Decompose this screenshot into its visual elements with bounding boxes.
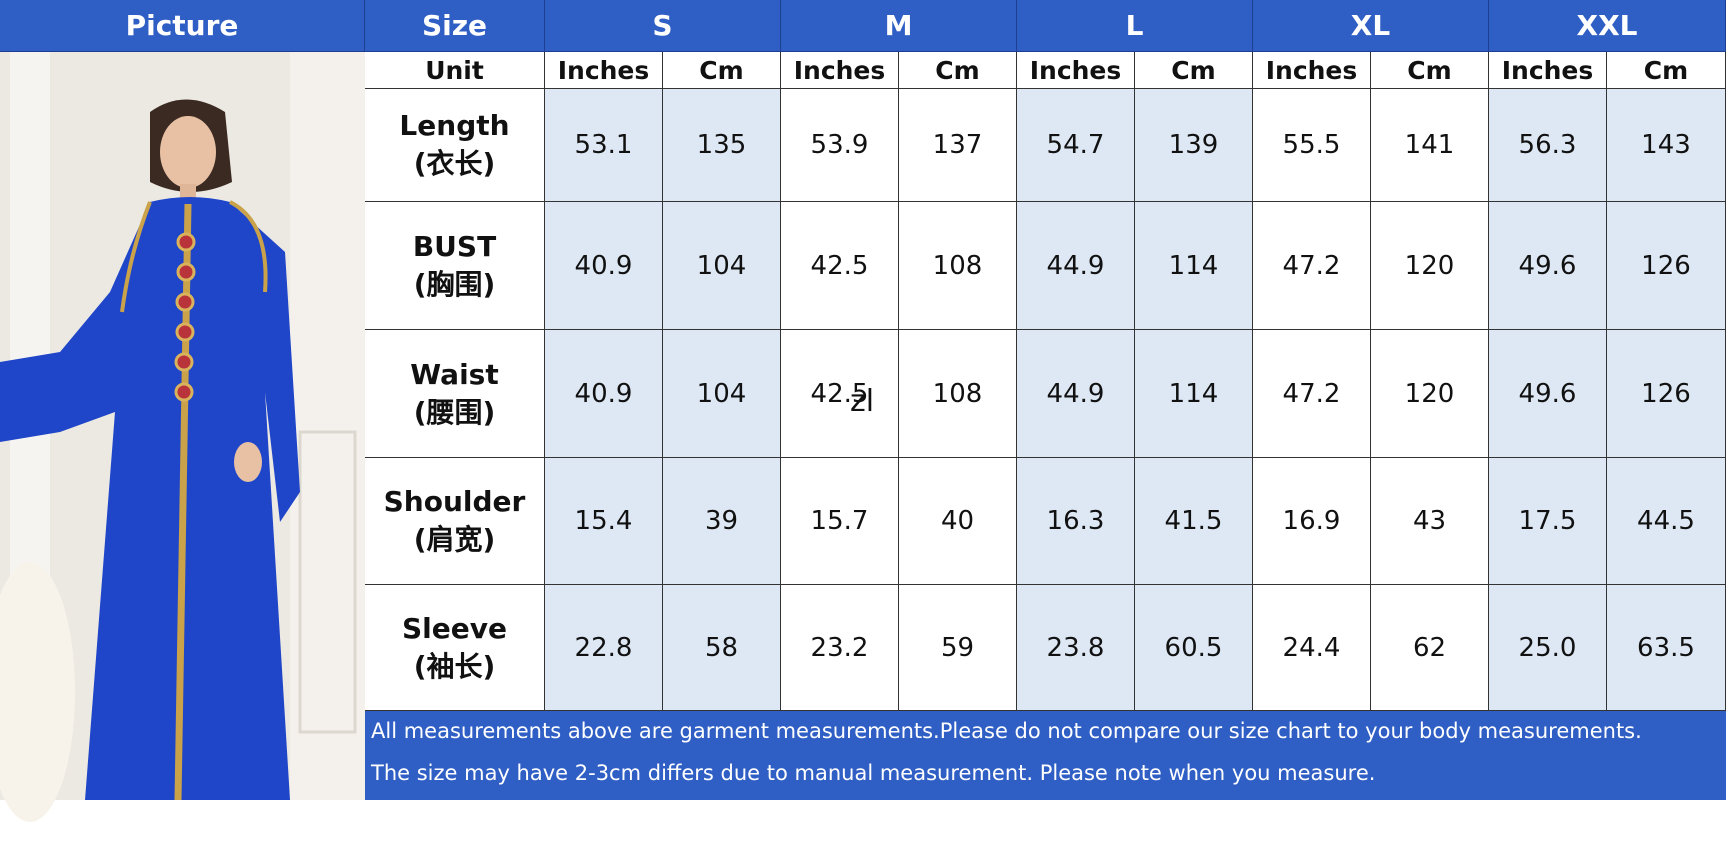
row-label-text: Shoulder	[383, 485, 526, 519]
header-cell: Size	[365, 0, 545, 52]
value-cell: 108	[899, 330, 1017, 458]
value-cell: 55.5	[1253, 89, 1371, 202]
value-cell: 40	[899, 458, 1017, 585]
value-cell: 58	[663, 585, 781, 711]
row-label-text: BUST	[412, 229, 497, 263]
unit-cell: Cm	[1607, 52, 1726, 89]
product-picture	[0, 52, 365, 822]
size-header: XXL	[1489, 0, 1726, 52]
value-cell: 59	[899, 585, 1017, 711]
row-label-text: Waist	[410, 357, 499, 391]
size-header: S	[545, 0, 781, 52]
unit-cell: Cm	[663, 52, 781, 89]
value-cell: 15.7	[781, 458, 899, 585]
value-cell: 47.2	[1253, 330, 1371, 458]
value-cell: 40.9	[545, 330, 663, 458]
unit-cell: Cm	[1135, 52, 1253, 89]
value-cell: 49.6	[1489, 202, 1607, 330]
value-cell: 44.9	[1017, 330, 1135, 458]
value-cell: 126	[1607, 330, 1726, 458]
unit-cell: Cm	[899, 52, 1017, 89]
header-cell: Picture	[0, 0, 365, 52]
value-cell: 39	[663, 458, 781, 585]
value-cell: 47.2	[1253, 202, 1371, 330]
unit-label: Unit	[365, 52, 545, 89]
value-cell: 44.9	[1017, 202, 1135, 330]
value-cell: 137	[899, 89, 1017, 202]
row-label-text: Sleeve	[402, 611, 507, 645]
value-cell: 24.4	[1253, 585, 1371, 711]
value-cell: 41.5	[1135, 458, 1253, 585]
value-cell: 62	[1371, 585, 1489, 711]
row-label-text: (胸围)	[413, 267, 496, 301]
value-cell: 54.7	[1017, 89, 1135, 202]
value-cell: 22.8	[545, 585, 663, 711]
value-cell: 16.9	[1253, 458, 1371, 585]
value-cell: 25.0	[1489, 585, 1607, 711]
row-label-text: (腰围)	[413, 395, 496, 429]
page: Picture Size S M L XL XXL Unit Inches Cm Inches Cm I…	[0, 0, 1726, 822]
watermark: zl	[850, 384, 875, 419]
value-cell: 60.5	[1135, 585, 1253, 711]
value-cell: 56.3	[1489, 89, 1607, 202]
value-cell: 23.2	[781, 585, 899, 711]
value-cell: 17.5	[1489, 458, 1607, 585]
value-cell: 23.8	[1017, 585, 1135, 711]
value-cell: 114	[1135, 330, 1253, 458]
unit-cell: Inches	[1017, 52, 1135, 89]
row-label: Length (衣长)	[365, 89, 545, 202]
unit-cell: Inches	[1253, 52, 1371, 89]
value-cell: 40.9	[545, 202, 663, 330]
value-cell: 49.6	[1489, 330, 1607, 458]
footer-notes: All measurements above are garment measu…	[365, 711, 1726, 800]
value-cell: 42.5	[781, 330, 899, 458]
value-cell: 139	[1135, 89, 1253, 202]
row-label: Waist (腰围)	[365, 330, 545, 458]
value-cell: 53.1	[545, 89, 663, 202]
value-cell: 104	[663, 202, 781, 330]
size-header: XL	[1253, 0, 1489, 52]
value-cell: 15.4	[545, 458, 663, 585]
unit-cell: Inches	[1489, 52, 1607, 89]
row-label: Shoulder (肩宽)	[365, 458, 545, 585]
note: All measurements above are garment measu…	[371, 719, 1642, 743]
note: The size may have 2-3cm differs due to m…	[371, 761, 1376, 785]
value-cell: 120	[1371, 330, 1489, 458]
value-cell: 143	[1607, 89, 1726, 202]
value-cell: 104	[663, 330, 781, 458]
row-label-text: (袖长)	[413, 649, 496, 683]
value-cell: 53.9	[781, 89, 899, 202]
value-cell: 63.5	[1607, 585, 1726, 711]
row-label-text: (衣长)	[413, 147, 496, 180]
row-label: Sleeve (袖长)	[365, 585, 545, 711]
value-cell: 126	[1607, 202, 1726, 330]
value-cell: 44.5	[1607, 458, 1726, 585]
size-header: L	[1017, 0, 1253, 52]
unit-cell: Inches	[545, 52, 663, 89]
value-cell: 141	[1371, 89, 1489, 202]
size-header: M	[781, 0, 1017, 52]
value-cell: 114	[1135, 202, 1253, 330]
unit-cell: Cm	[1371, 52, 1489, 89]
value-cell: 42.5	[781, 202, 899, 330]
row-label-text: Length	[399, 109, 510, 143]
value-cell: 120	[1371, 202, 1489, 330]
value-cell: 43	[1371, 458, 1489, 585]
unit-cell: Inches	[781, 52, 899, 89]
row-label: BUST (胸围)	[365, 202, 545, 330]
value-cell: 108	[899, 202, 1017, 330]
row-label-text: (肩宽)	[413, 523, 496, 556]
value-cell: 135	[663, 89, 781, 202]
value-cell: 16.3	[1017, 458, 1135, 585]
